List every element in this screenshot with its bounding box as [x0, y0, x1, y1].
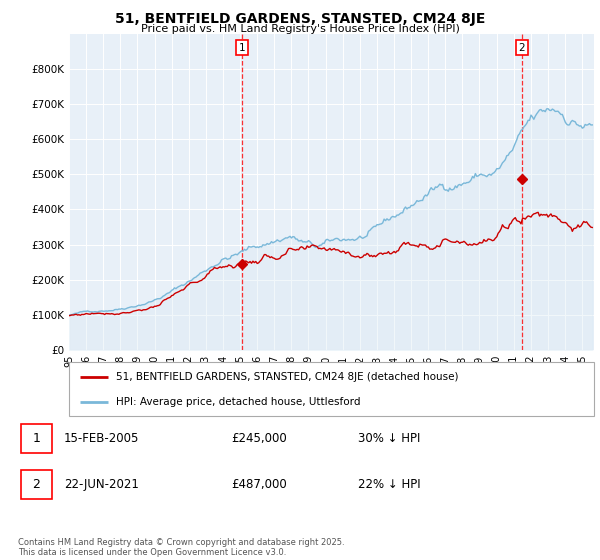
Text: 2: 2	[32, 478, 40, 491]
Text: 22-JUN-2021: 22-JUN-2021	[64, 478, 139, 491]
Text: Price paid vs. HM Land Registry's House Price Index (HPI): Price paid vs. HM Land Registry's House …	[140, 24, 460, 34]
FancyBboxPatch shape	[69, 362, 594, 416]
Text: HPI: Average price, detached house, Uttlesford: HPI: Average price, detached house, Uttl…	[116, 397, 361, 407]
Text: 51, BENTFIELD GARDENS, STANSTED, CM24 8JE: 51, BENTFIELD GARDENS, STANSTED, CM24 8J…	[115, 12, 485, 26]
Text: £245,000: £245,000	[231, 432, 287, 445]
Text: 2: 2	[518, 43, 525, 53]
Text: 1: 1	[239, 43, 245, 53]
Text: 15-FEB-2005: 15-FEB-2005	[64, 432, 139, 445]
FancyBboxPatch shape	[20, 470, 52, 500]
Text: 22% ↓ HPI: 22% ↓ HPI	[358, 478, 420, 491]
Text: 30% ↓ HPI: 30% ↓ HPI	[358, 432, 420, 445]
Text: 51, BENTFIELD GARDENS, STANSTED, CM24 8JE (detached house): 51, BENTFIELD GARDENS, STANSTED, CM24 8J…	[116, 372, 459, 382]
FancyBboxPatch shape	[20, 424, 52, 453]
Text: £487,000: £487,000	[231, 478, 287, 491]
Text: Contains HM Land Registry data © Crown copyright and database right 2025.
This d: Contains HM Land Registry data © Crown c…	[18, 538, 344, 557]
Text: 1: 1	[32, 432, 40, 445]
